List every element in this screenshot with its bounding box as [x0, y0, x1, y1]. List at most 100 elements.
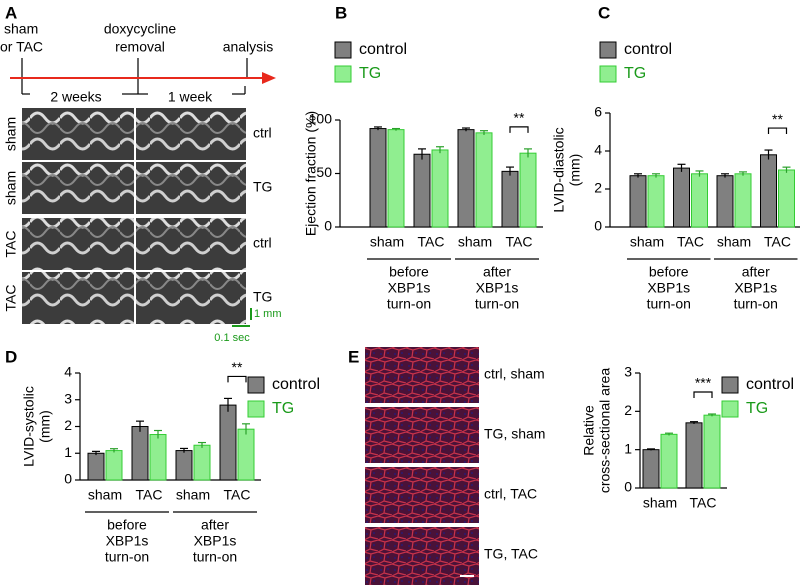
group-label: XBP1s	[106, 533, 149, 549]
x-tick-label: TAC	[136, 487, 163, 503]
bar	[131, 426, 149, 481]
x-tick-label: TAC	[418, 234, 445, 250]
bar	[193, 444, 211, 481]
x-tick-label: sham	[717, 234, 751, 250]
significance-bracket	[693, 391, 713, 399]
histology-images	[365, 347, 479, 585]
y-tick-label: 3	[64, 390, 72, 406]
histology-label: TG, TAC	[484, 546, 538, 562]
bar	[501, 170, 519, 228]
panel-label: A	[5, 3, 17, 22]
y-tick-label: 1	[624, 440, 632, 456]
y-tick-label: 2	[624, 402, 632, 418]
legend-swatch	[721, 400, 739, 418]
event-label: analysis	[223, 39, 274, 55]
bar	[105, 450, 123, 481]
significance-label: **	[232, 359, 243, 375]
period-label: 2 weeks	[50, 89, 101, 105]
legend-label: TG	[272, 400, 294, 417]
group-label: before	[389, 264, 429, 280]
bar	[760, 154, 777, 228]
legend-label: control	[272, 376, 320, 393]
y-axis-label: (mm)	[567, 154, 583, 187]
bar	[457, 129, 475, 228]
bar	[629, 175, 647, 228]
y-tick-label: 6	[594, 104, 602, 120]
legend-swatch	[247, 400, 265, 418]
y-tick-label: 4	[594, 142, 602, 158]
panel-label: C	[598, 3, 610, 22]
bar	[369, 128, 387, 228]
group-label: after	[201, 517, 229, 533]
row-label: TAC	[3, 231, 19, 258]
y-tick-label: 3	[624, 364, 632, 380]
bar	[237, 428, 255, 481]
group-label: after	[742, 264, 770, 280]
legend-label: control	[359, 41, 407, 58]
y-tick-label: 0	[594, 218, 602, 234]
x-tick-label: sham	[630, 234, 664, 250]
echo-images	[22, 108, 246, 324]
event-label: removal	[115, 39, 165, 55]
group-label: XBP1s	[647, 280, 690, 296]
legend-swatch	[247, 376, 265, 394]
bar	[673, 167, 690, 228]
row-label: sham	[3, 171, 19, 205]
group-label: turn-on	[105, 549, 149, 565]
legend-label: TG	[624, 65, 646, 82]
x-tick-label: sham	[370, 234, 404, 250]
genotype-label: ctrl	[253, 125, 272, 141]
y-tick-label: 4	[64, 364, 72, 380]
legend-label: control	[624, 41, 672, 58]
y-tick-label: 100	[309, 111, 333, 127]
significance-label: **	[514, 110, 525, 126]
x-tick-label: sham	[88, 487, 122, 503]
panel-label: B	[335, 3, 347, 22]
histology-label: ctrl, sham	[484, 366, 545, 382]
y-tick-label: 0	[624, 479, 632, 495]
legend-swatch	[334, 41, 352, 59]
x-tick-label: sham	[458, 234, 492, 250]
y-tick-label: 0	[324, 218, 332, 234]
genotype-label: ctrl	[253, 235, 272, 251]
x-tick-label: TAC	[506, 234, 533, 250]
group-label: turn-on	[647, 296, 691, 312]
bar	[685, 422, 703, 489]
x-tick-label: TAC	[224, 487, 251, 503]
genotype-label: TG	[253, 289, 272, 305]
significance-bracket	[767, 127, 788, 135]
bar	[660, 433, 678, 489]
arrow-head	[262, 72, 276, 84]
y-tick-label: 0	[64, 471, 72, 487]
scale-label: 0.1 sec	[214, 332, 250, 344]
group-label: XBP1s	[476, 280, 519, 296]
bar	[691, 173, 708, 228]
legend-swatch	[599, 65, 617, 83]
significance-bracket	[509, 126, 529, 133]
panel-label: D	[5, 347, 17, 366]
legend-label: control	[746, 376, 794, 393]
bar	[778, 169, 795, 228]
bar	[703, 414, 721, 489]
bar	[431, 149, 449, 228]
y-axis-label: LVID-diastolic	[551, 127, 567, 212]
row-label: sham	[3, 117, 19, 151]
group-label: turn-on	[193, 549, 237, 565]
event-label: sham	[4, 21, 38, 37]
y-axis-label: LVID-systolic	[21, 386, 37, 467]
x-tick-label: TAC	[690, 495, 717, 511]
group-label: XBP1s	[734, 280, 777, 296]
event-label: doxycycline	[104, 21, 177, 37]
y-axis-label: cross-sectional area	[597, 368, 613, 493]
bar	[87, 452, 105, 481]
bar	[734, 173, 752, 228]
x-tick-label: sham	[643, 495, 677, 511]
bar	[642, 449, 660, 489]
bar	[175, 450, 193, 481]
group-label: turn-on	[475, 296, 519, 312]
scale-label: 1 mm	[254, 308, 282, 320]
y-tick-label: 1	[64, 444, 72, 460]
y-axis-label: (mm)	[37, 410, 53, 443]
y-axis-label: Relative	[581, 405, 597, 456]
